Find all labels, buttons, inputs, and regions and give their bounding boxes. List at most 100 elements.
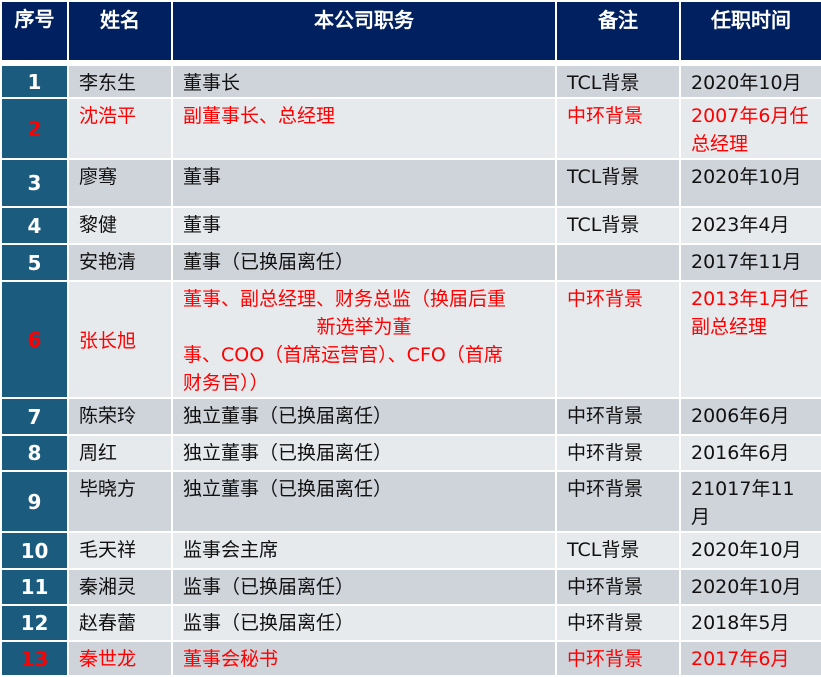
position-cell: 监事（已换届离任） xyxy=(171,568,557,606)
table-row: 13 秦世龙 董事会秘书 中环背景 2017年6月 xyxy=(0,640,821,677)
header-note: 备注 xyxy=(555,0,681,66)
row-index: 11 xyxy=(0,568,69,606)
position-line: 董事、副总经理、财务总监（换届后重 xyxy=(183,288,507,310)
table-row: 8 周红 独立董事（已换届离任） 中环背景 2016年6月 xyxy=(0,434,821,472)
table-row: 6 张长旭 董事、副总经理、财务总监（换届后重新选举为董事、COO（首席运营官）、C… xyxy=(0,280,821,399)
table-row: 10 毛天祥 监事会主席 TCL背景 2020年10月 xyxy=(0,531,821,570)
position-line: 副董事长、总经理 xyxy=(183,105,336,127)
note-cell: 中环背景 xyxy=(555,470,681,533)
name-cell: 秦世龙 xyxy=(67,640,173,677)
table-body: 1 李东生 董事长 TCL背景 2020年10月 2 沈浩平 副董事长、总经理 中环背景 2007… xyxy=(0,62,821,677)
position-line: 独立董事（已换届离任） xyxy=(183,478,393,500)
row-index: 8 xyxy=(0,434,69,472)
name-cell: 沈浩平 xyxy=(67,97,173,160)
row-index: 3 xyxy=(0,158,69,208)
name-cell: 张长旭 xyxy=(67,280,173,399)
header-name: 姓名 xyxy=(67,0,173,66)
row-index: 13 xyxy=(0,640,69,677)
since-cell: 2020年10月 xyxy=(679,531,821,570)
position-cell: 独立董事（已换届离任） xyxy=(171,397,557,436)
table-row: 2 沈浩平 副董事长、总经理 中环背景 2007年6月任总经理 xyxy=(0,97,821,160)
position-line: 董事 xyxy=(183,214,222,236)
position-line: 独立董事（已换届离任） xyxy=(183,405,393,427)
since-cell: 2006年6月 xyxy=(679,397,821,436)
since-cell: 2013年1月任副总经理 xyxy=(679,280,821,399)
header-position: 本公司职务 xyxy=(171,0,557,66)
position-cell: 董事 xyxy=(171,158,557,208)
position-cell: 董事长 xyxy=(171,62,557,99)
since-cell: 2017年6月 xyxy=(679,640,821,677)
table-row: 7 陈荣玲 独立董事（已换届离任） 中环背景 2006年6月 xyxy=(0,397,821,436)
note-cell: TCL背景 xyxy=(555,62,681,99)
since-cell: 2017年11月 xyxy=(679,243,821,282)
position-cell: 董事、副总经理、财务总监（换届后重新选举为董事、COO（首席运营官）、CFO（首… xyxy=(171,280,557,399)
row-index: 7 xyxy=(0,397,69,436)
name-cell: 赵春蕾 xyxy=(67,604,173,642)
name-cell: 周红 xyxy=(67,434,173,472)
note-cell: TCL背景 xyxy=(555,206,681,245)
position-cell: 董事会秘书 xyxy=(171,640,557,677)
note-cell: 中环背景 xyxy=(555,434,681,472)
note-cell: 中环背景 xyxy=(555,604,681,642)
since-cell: 2007年6月任总经理 xyxy=(679,97,821,160)
row-index: 1 xyxy=(0,62,69,99)
position-cell: 独立董事（已换届离任） xyxy=(171,434,557,472)
position-cell: 董事（已换届离任） xyxy=(171,243,557,282)
name-cell: 黎健 xyxy=(67,206,173,245)
since-cell: 2018年5月 xyxy=(679,604,821,642)
position-cell: 副董事长、总经理 xyxy=(171,97,557,160)
table-row: 1 李东生 董事长 TCL背景 2020年10月 xyxy=(0,62,821,99)
note-cell: 中环背景 xyxy=(555,97,681,160)
name-cell: 陈荣玲 xyxy=(67,397,173,436)
name-cell: 安艳清 xyxy=(67,243,173,282)
position-line: 董事 xyxy=(183,166,222,188)
since-cell: 2020年10月 xyxy=(679,568,821,606)
since-cell: 2023年4月 xyxy=(679,206,821,245)
row-index: 2 xyxy=(0,97,69,160)
position-line: 董事（已换届离任） xyxy=(183,251,355,273)
position-line: 董事会秘书 xyxy=(183,648,279,670)
name-cell: 廖骞 xyxy=(67,158,173,208)
table-row: 3 廖骞 董事 TCL背景 2020年10月 xyxy=(0,158,821,208)
position-line: 监事（已换届离任） xyxy=(183,612,355,634)
since-cell: 2016年6月 xyxy=(679,434,821,472)
note-cell: 中环背景 xyxy=(555,568,681,606)
position-line: 监事会主席 xyxy=(183,539,279,561)
position-line: 财务官）） xyxy=(183,372,269,394)
table-row: 12 赵春蕾 监事（已换届离任） 中环背景 2018年5月 xyxy=(0,604,821,642)
name-cell: 毛天祥 xyxy=(67,531,173,570)
table-row: 11 秦湘灵 监事（已换届离任） 中环背景 2020年10月 xyxy=(0,568,821,606)
table-row: 4 黎健 董事 TCL背景 2023年4月 xyxy=(0,206,821,245)
row-index: 6 xyxy=(0,280,69,399)
position-line: 董事长 xyxy=(183,72,241,94)
note-cell: TCL背景 xyxy=(555,531,681,570)
position-line: 独立董事（已换届离任） xyxy=(183,442,393,464)
note-cell: 中环背景 xyxy=(555,640,681,677)
position-cell: 监事（已换届离任） xyxy=(171,604,557,642)
row-index: 9 xyxy=(0,470,69,533)
position-line: 事、COO（首席运营官）、CFO（首席 xyxy=(183,344,503,366)
name-cell: 毕晓方 xyxy=(67,470,173,533)
table-row: 9 毕晓方 独立董事（已换届离任） 中环背景 21017年11月 xyxy=(0,470,821,533)
note-cell: 中环背景 xyxy=(555,397,681,436)
name-cell: 李东生 xyxy=(67,62,173,99)
position-line: 监事（已换届离任） xyxy=(183,576,355,598)
position-cell: 独立董事（已换届离任） xyxy=(171,470,557,533)
note-cell xyxy=(555,243,681,282)
header-row: 序号 姓名 本公司职务 备注 任职时间 xyxy=(0,0,821,66)
position-line: 新选举为董 xyxy=(316,316,412,338)
position-cell: 董事 xyxy=(171,206,557,245)
header-since: 任职时间 xyxy=(679,0,821,66)
since-cell: 2020年10月 xyxy=(679,158,821,208)
row-index: 12 xyxy=(0,604,69,642)
since-cell: 2020年10月 xyxy=(679,62,821,99)
position-cell: 监事会主席 xyxy=(171,531,557,570)
header-index: 序号 xyxy=(0,0,69,66)
row-index: 5 xyxy=(0,243,69,282)
table-row: 5 安艳清 董事（已换届离任） 2017年11月 xyxy=(0,243,821,282)
row-index: 10 xyxy=(0,531,69,570)
note-cell: TCL背景 xyxy=(555,158,681,208)
row-index: 4 xyxy=(0,206,69,245)
name-cell: 秦湘灵 xyxy=(67,568,173,606)
